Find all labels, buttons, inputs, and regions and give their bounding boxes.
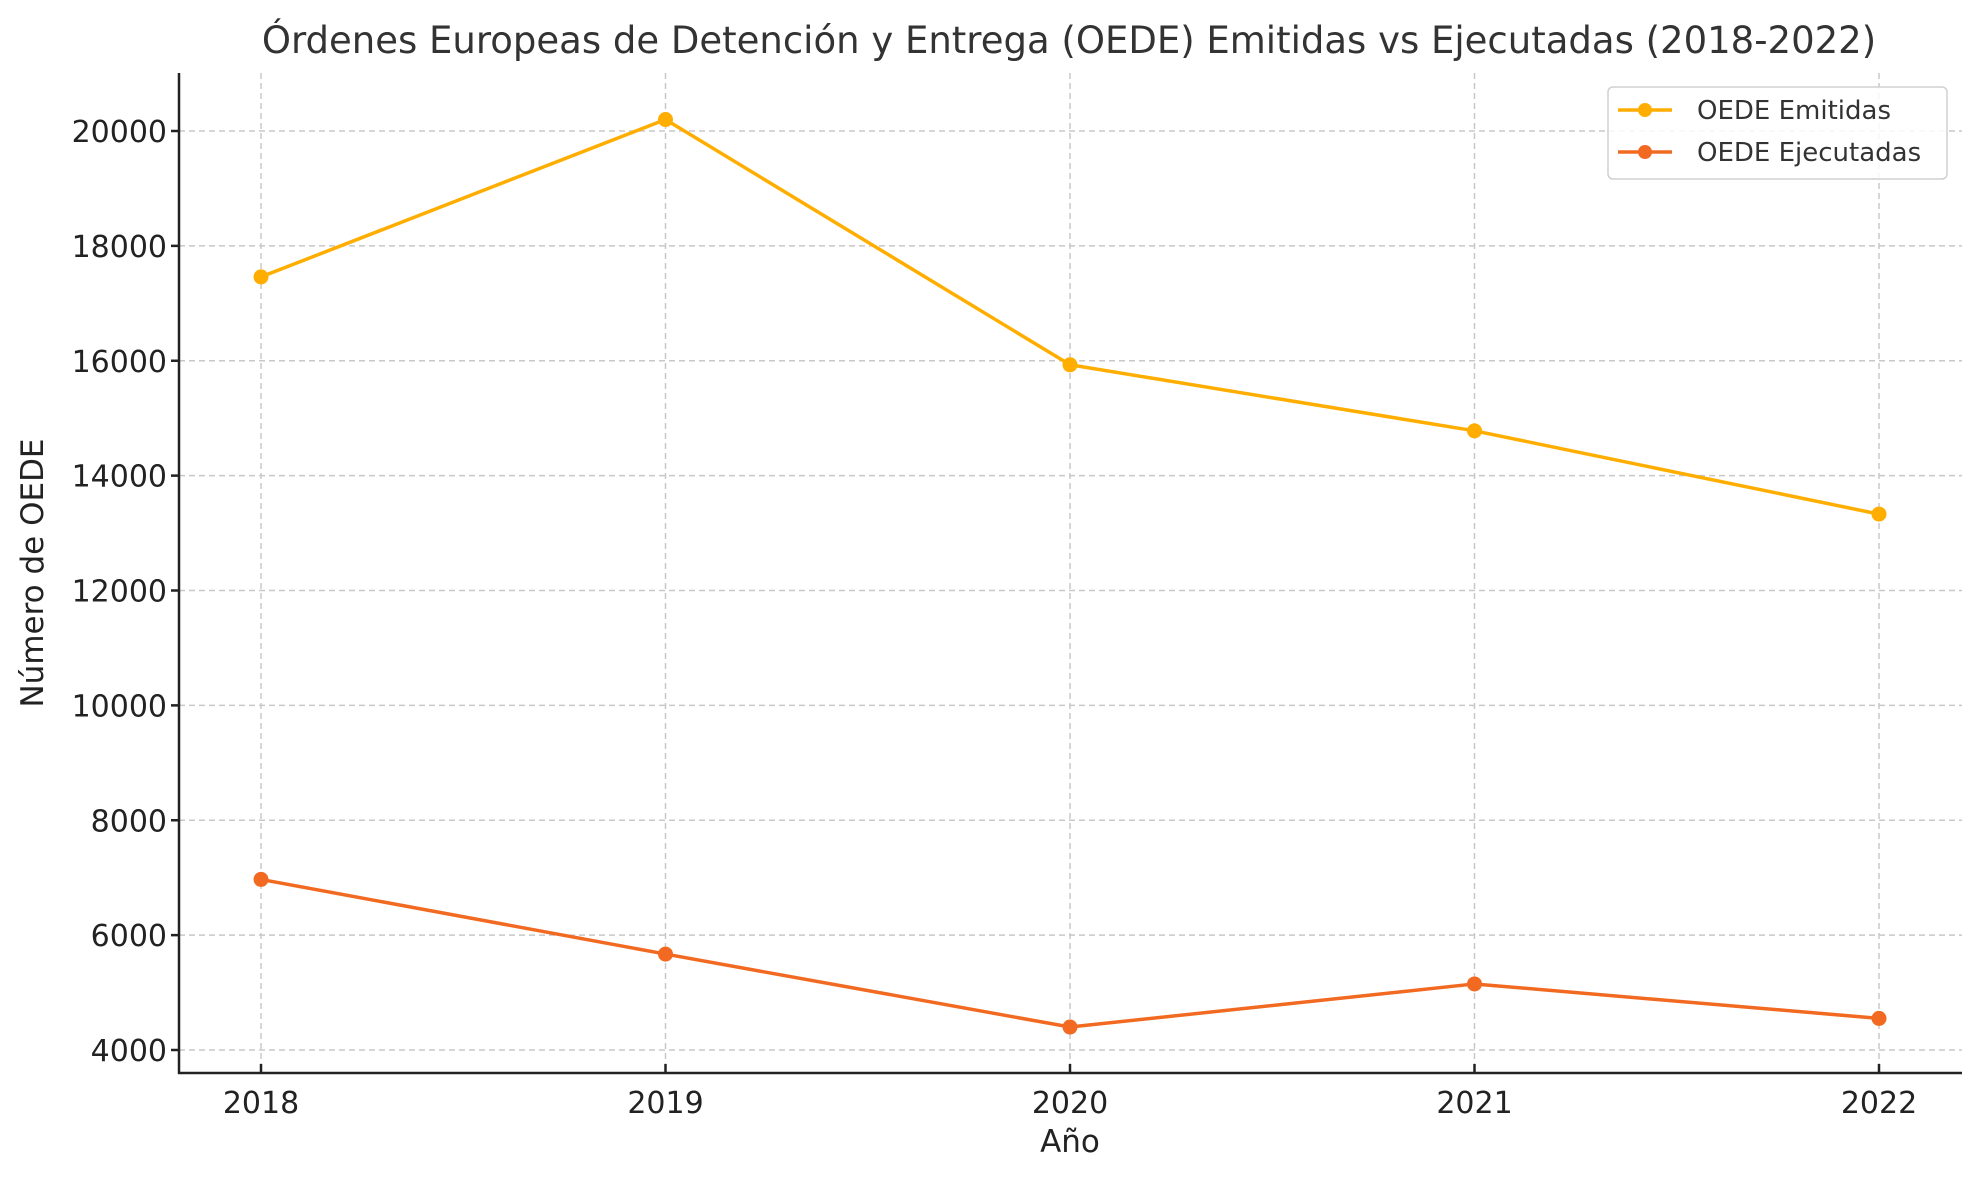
y-tick-label: 12000 [72,575,167,610]
data-point-ejecutadas [253,871,269,887]
y-tick-label: 6000 [91,919,167,954]
data-point-ejecutadas [1467,976,1482,992]
y-tick-label: 10000 [72,689,167,724]
legend-marker-ejecutadas [1638,145,1652,159]
x-axis-label: Año [1040,1124,1100,1160]
x-tick-label: 2019 [627,1086,703,1121]
data-point-ejecutadas [1062,1019,1078,1035]
x-tick-label: 2021 [1436,1086,1512,1121]
data-point-emitidas [1871,506,1887,522]
x-tick-label: 2022 [1841,1086,1917,1121]
data-point-emitidas [253,269,269,285]
data-point-emitidas [1062,357,1078,373]
grid [179,73,1962,1073]
chart-title: Órdenes Europeas de Detención y Entrega … [262,18,1876,62]
series-group [253,112,1887,1035]
y-tick-label: 18000 [72,230,167,265]
data-point-emitidas [1467,423,1482,439]
x-ticks: 2018 2019 2020 2021 2022 [223,1064,1917,1121]
y-tick-label: 16000 [72,345,167,380]
data-point-ejecutadas [658,946,673,962]
y-tick-label: 20000 [72,115,167,150]
data-point-ejecutadas [1871,1010,1887,1026]
legend-label-emitidas: OEDE Emitidas [1697,96,1891,126]
legend: OEDE Emitidas OEDE Ejecutadas [1607,86,1948,180]
x-tick-label: 2020 [1032,1086,1108,1121]
legend-label-ejecutadas: OEDE Ejecutadas [1697,138,1921,168]
legend-marker-emitidas [1638,103,1652,117]
legend-box [1607,86,1948,180]
y-tick-label: 4000 [91,1034,167,1069]
y-axis-label: Número de OEDE [15,438,51,707]
data-point-emitidas [658,112,673,128]
x-tick-label: 2018 [223,1086,299,1121]
y-tick-label: 8000 [91,804,167,839]
y-ticks: 4000 6000 8000 10000 12000 14000 16000 18000 200… [72,115,179,1069]
y-tick-label: 14000 [72,460,167,495]
